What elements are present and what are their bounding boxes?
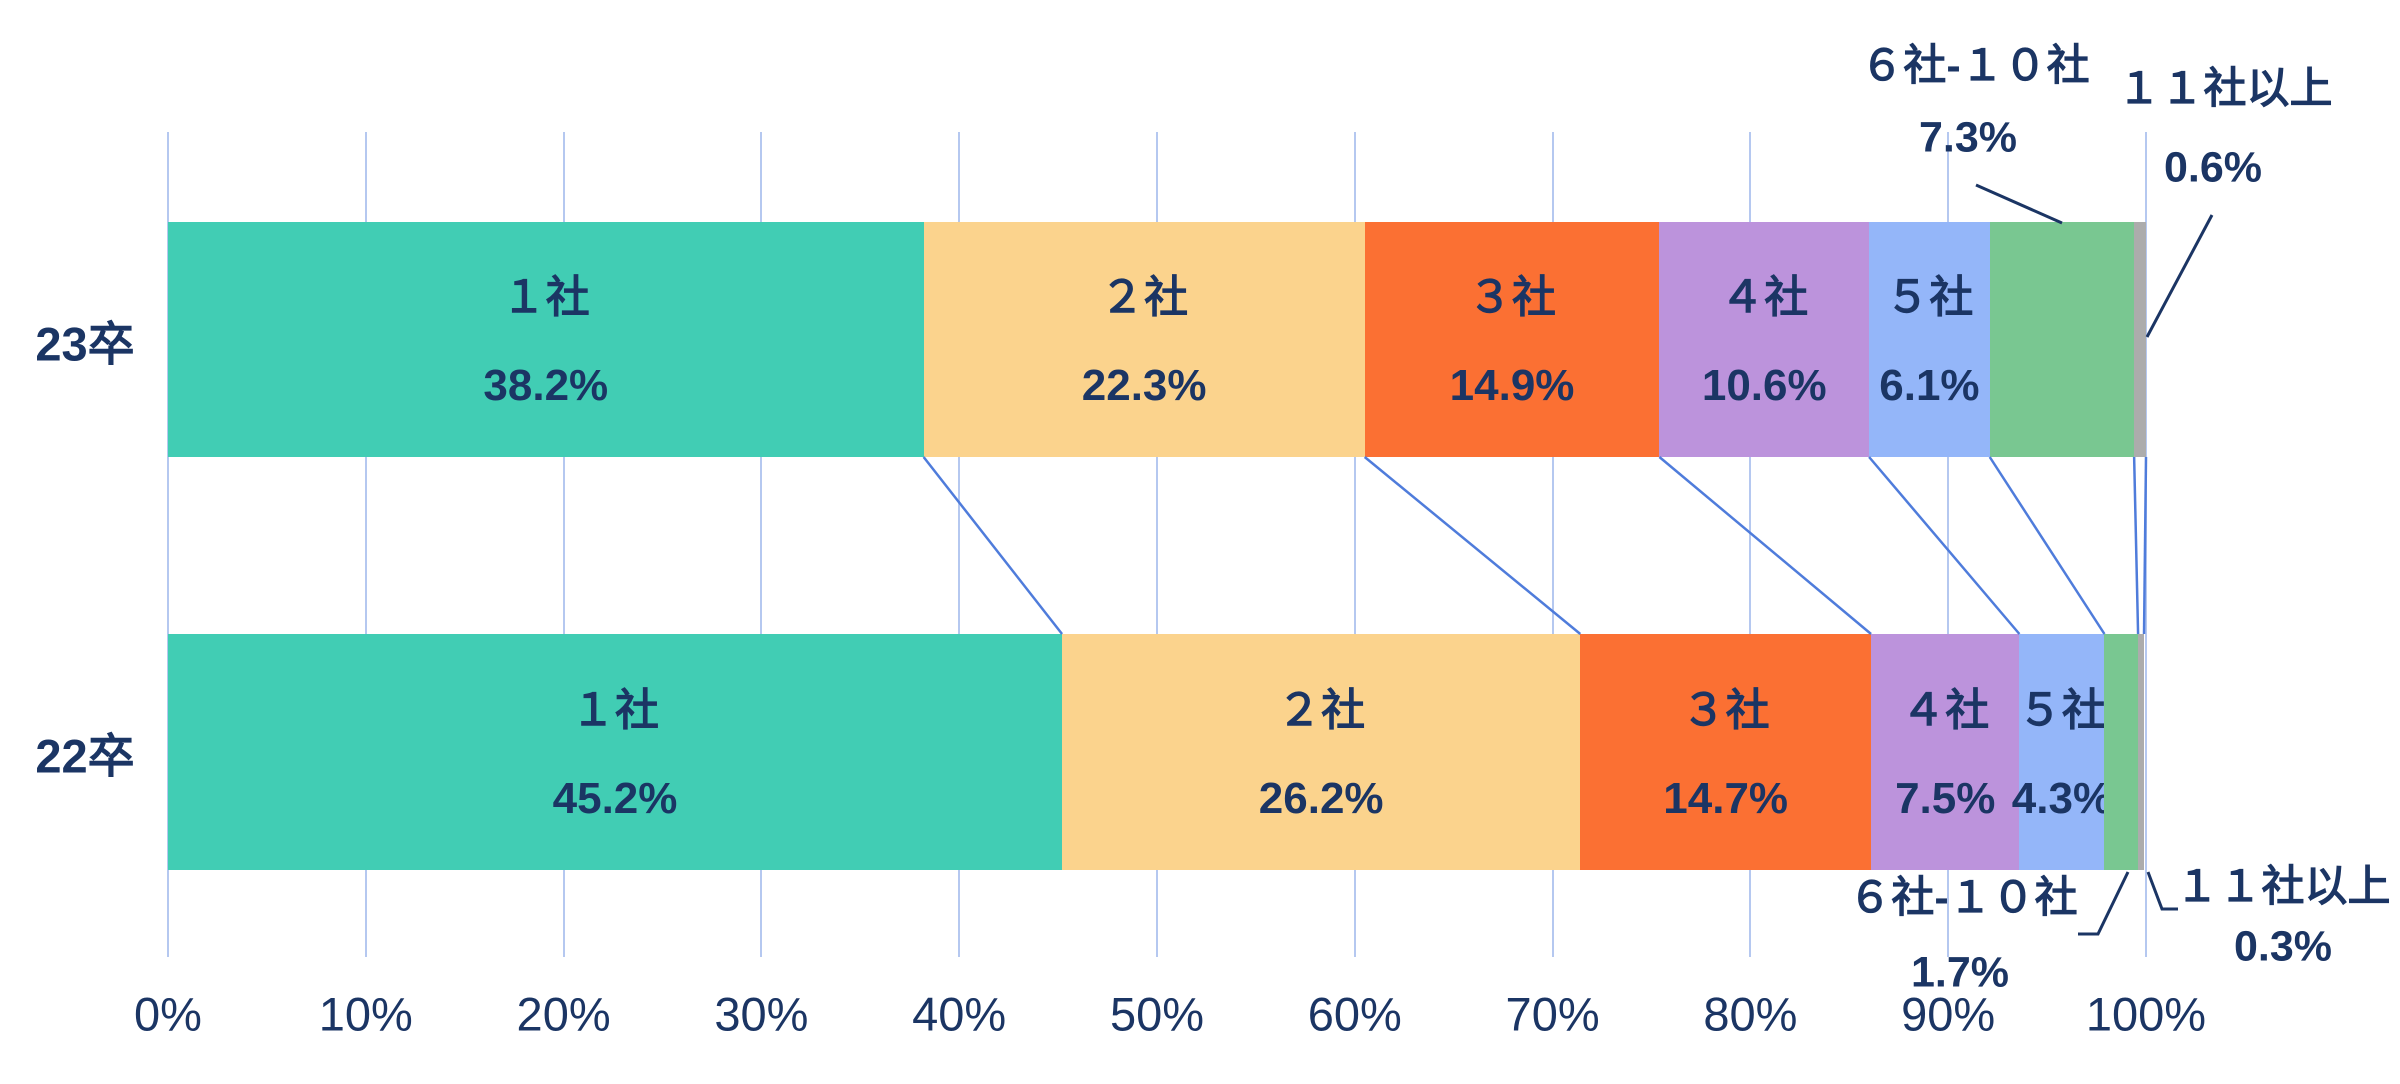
bar-segment	[1869, 222, 1990, 457]
series-connector-line	[922, 456, 1064, 635]
series-connector-line	[1868, 456, 2021, 635]
annotation-leader-line	[2078, 871, 2130, 936]
segment-value: 10.6%	[1701, 361, 1827, 410]
bar-segment	[1580, 634, 1872, 870]
bar-segment	[1062, 634, 1581, 870]
annotation-leader-line	[2146, 871, 2178, 911]
segment-label: ２社	[1100, 273, 1189, 322]
x-axis-tick-label: 60%	[1307, 987, 1402, 1041]
gridline	[167, 132, 169, 957]
x-axis-tick-label: 40%	[912, 987, 1007, 1041]
x-axis-tick-label: 30%	[714, 987, 809, 1041]
bar-segment	[1871, 634, 2020, 870]
bar-segment	[168, 222, 924, 457]
annotation-label: ６社-１０社	[1848, 874, 2078, 922]
x-axis-tick-label: 70%	[1505, 987, 1600, 1041]
annotation-value: 7.3%	[1918, 113, 2018, 162]
annotation-label: １１社以上	[2117, 65, 2333, 113]
segment-label: ５社	[2017, 685, 2106, 735]
bar-segment	[1364, 222, 1660, 457]
x-axis-tick-label: 20%	[516, 987, 611, 1041]
annotation-label: １１社以上	[2175, 863, 2391, 911]
category-label: 22卒	[35, 729, 135, 783]
series-connector-line	[1988, 456, 2106, 635]
segment-value: 6.1%	[1879, 361, 1980, 410]
segment-label: １社	[571, 685, 660, 735]
gridline	[562, 132, 565, 957]
segment-value: 38.2%	[483, 361, 609, 410]
annotation-value: 0.3%	[2233, 922, 2333, 971]
segment-value: 45.2%	[552, 773, 678, 823]
segment-label: ４社	[1901, 685, 1990, 735]
annotation-label: ６社-１０社	[1860, 42, 2090, 90]
bar-segment	[923, 222, 1365, 457]
x-axis-tick-label: 100%	[2085, 987, 2207, 1041]
bar-segment	[1659, 222, 1870, 457]
x-axis-tick-label: 0%	[134, 987, 202, 1041]
segment-label: ３社	[1468, 273, 1557, 322]
bar-segment	[2019, 634, 2105, 870]
segment-label: １社	[501, 273, 590, 322]
segment-value: 14.7%	[1663, 773, 1789, 823]
segment-value: 7.5%	[1895, 773, 1996, 823]
x-axis-tick-label: 10%	[318, 987, 413, 1041]
segment-label: ２社	[1277, 685, 1366, 735]
gridline	[1353, 132, 1356, 957]
segment-label: ３社	[1681, 685, 1770, 735]
x-axis-tick-label: 80%	[1703, 987, 1798, 1041]
annotation-value: 1.7%	[1910, 948, 2010, 997]
gridline	[1156, 132, 1158, 957]
x-axis-tick-label: 50%	[1109, 987, 1205, 1041]
segment-value: 4.3%	[2011, 773, 2113, 823]
annotation-value: 0.6%	[2163, 143, 2263, 192]
bar-segment	[2134, 222, 2146, 457]
series-connector-line	[1658, 456, 1872, 635]
bar-segment	[168, 634, 1063, 870]
segment-label: ５社	[1885, 273, 1974, 322]
bar-segment	[2104, 634, 2139, 870]
segment-label: ４社	[1720, 273, 1809, 322]
x-axis-tick-label: 90%	[1901, 987, 1996, 1041]
bar-segment	[1989, 222, 2135, 457]
series-connector-line	[2132, 456, 2140, 635]
series-connector-line	[1363, 456, 1582, 635]
gridline	[364, 132, 367, 957]
annotation-leader-line	[1975, 183, 2063, 225]
annotation-leader-line	[2145, 214, 2214, 338]
segment-value: 22.3%	[1081, 361, 1207, 410]
segment-value: 26.2%	[1258, 773, 1384, 823]
category-label: 23卒	[35, 317, 135, 370]
bar-segment	[2138, 634, 2144, 870]
segment-value: 14.9%	[1449, 361, 1575, 410]
gridline	[760, 132, 763, 957]
